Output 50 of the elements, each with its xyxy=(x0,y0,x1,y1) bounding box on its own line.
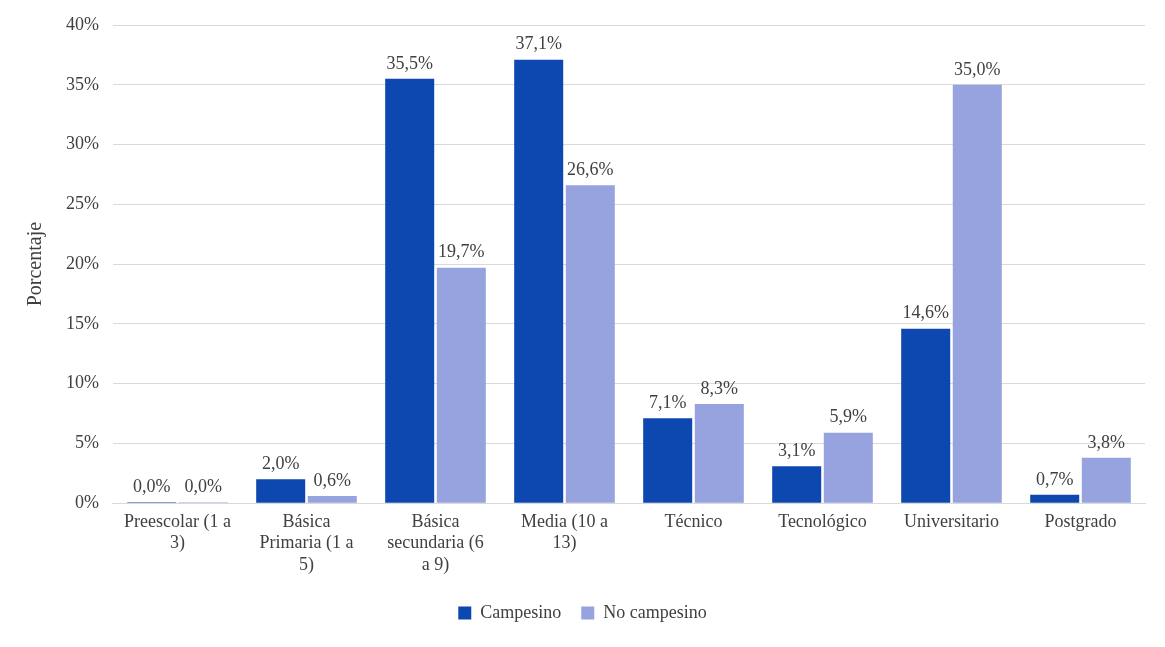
data-label: 3,1% xyxy=(777,439,816,460)
data-label: 26,6% xyxy=(567,158,614,179)
data-label: 19,7% xyxy=(438,241,485,262)
data-label: 0,0% xyxy=(184,475,223,496)
y-tick-label: 30% xyxy=(65,133,99,154)
y-tick-label: 25% xyxy=(65,193,99,214)
x-tick-label: Técnico xyxy=(664,510,723,531)
x-tick-label: Universitario xyxy=(904,510,999,531)
legend-label: Campesino xyxy=(480,601,562,622)
data-label: 8,3% xyxy=(700,377,739,398)
x-tick-label: Básica secundaria (6 a 9) xyxy=(387,510,484,575)
bar xyxy=(565,185,615,503)
bar xyxy=(823,432,873,503)
data-label: 0,0% xyxy=(132,475,171,496)
data-label: 37,1% xyxy=(515,33,562,54)
y-axis-title: Porcentaje xyxy=(23,221,47,307)
data-label: 0,7% xyxy=(1035,468,1074,489)
y-tick-label: 0% xyxy=(74,491,99,512)
bar xyxy=(1030,494,1080,503)
bar xyxy=(256,479,306,503)
x-tick-label: Media (10 a 13) xyxy=(521,510,608,554)
x-tick-label: Postgrado xyxy=(1044,510,1117,531)
x-tick-label: Básica Primaria (1 a 5) xyxy=(259,510,354,575)
y-tick-label: 5% xyxy=(74,432,99,453)
bar xyxy=(952,84,1002,503)
x-tick-label: Preescolar (1 a 3) xyxy=(124,510,231,554)
bar xyxy=(514,59,564,503)
y-tick-label: 40% xyxy=(65,13,99,34)
bar xyxy=(436,267,486,503)
y-tick-label: 20% xyxy=(65,252,99,273)
data-label: 3,8% xyxy=(1087,431,1126,452)
bar xyxy=(307,496,357,503)
y-tick-label: 10% xyxy=(65,372,99,393)
bar xyxy=(901,328,951,503)
bar xyxy=(694,403,744,503)
data-label: 7,1% xyxy=(648,392,687,413)
x-tick-label: Tecnológico xyxy=(778,510,867,531)
data-label: 5,9% xyxy=(829,406,868,427)
data-label: 35,0% xyxy=(954,58,1001,79)
data-label: 0,6% xyxy=(313,469,352,490)
legend-label: No campesino xyxy=(603,601,707,622)
data-label: 2,0% xyxy=(261,453,300,474)
bar xyxy=(1081,457,1131,503)
y-tick-label: 35% xyxy=(65,73,99,94)
bar xyxy=(385,78,435,503)
y-tick-label: 15% xyxy=(65,312,99,333)
data-label: 35,5% xyxy=(386,52,433,73)
data-label: 14,6% xyxy=(902,302,949,323)
bar xyxy=(643,418,693,503)
bar xyxy=(772,466,822,503)
